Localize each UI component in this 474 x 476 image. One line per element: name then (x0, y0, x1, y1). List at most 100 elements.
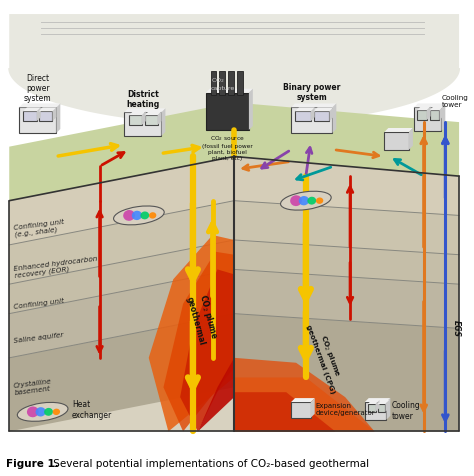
Polygon shape (234, 358, 374, 431)
Ellipse shape (316, 198, 323, 204)
Bar (414, 108, 441, 131)
Text: Binary power
system: Binary power system (283, 83, 340, 102)
Polygon shape (180, 269, 234, 431)
Polygon shape (19, 103, 60, 108)
Text: Crystalline
basement: Crystalline basement (13, 378, 53, 396)
Bar (219, 71, 225, 95)
Ellipse shape (149, 212, 156, 218)
Polygon shape (37, 108, 41, 121)
Polygon shape (23, 108, 41, 111)
Ellipse shape (18, 402, 68, 421)
Polygon shape (39, 108, 56, 111)
Text: Expansion
device/generator: Expansion device/generator (316, 403, 375, 416)
Bar (314, 111, 329, 121)
Text: CO$_2$ plume
geothermal: CO$_2$ plume geothermal (185, 291, 221, 346)
Ellipse shape (36, 407, 46, 416)
Polygon shape (234, 377, 374, 431)
Bar (378, 404, 385, 412)
Polygon shape (409, 128, 413, 149)
Ellipse shape (290, 195, 302, 206)
Bar (291, 108, 332, 133)
Polygon shape (9, 314, 234, 431)
Bar (291, 402, 311, 418)
Polygon shape (291, 398, 315, 402)
Polygon shape (417, 107, 430, 110)
Bar (23, 111, 37, 121)
Bar (145, 115, 157, 125)
Polygon shape (314, 108, 333, 111)
Text: Direct
power
system: Direct power system (24, 74, 52, 103)
Polygon shape (9, 269, 234, 358)
Bar (365, 402, 386, 420)
Bar (237, 71, 243, 95)
Polygon shape (441, 103, 446, 131)
Polygon shape (234, 314, 459, 431)
Polygon shape (164, 252, 234, 431)
Polygon shape (332, 103, 337, 133)
Polygon shape (124, 109, 165, 112)
Polygon shape (375, 400, 380, 412)
Polygon shape (56, 103, 60, 133)
Text: Figure 1.: Figure 1. (6, 459, 59, 469)
Ellipse shape (307, 197, 316, 205)
Polygon shape (414, 103, 446, 108)
Bar (206, 93, 249, 130)
Text: Enhanced hydrocarbon
recovery (EOR): Enhanced hydrocarbon recovery (EOR) (13, 256, 99, 279)
Polygon shape (439, 107, 443, 120)
Polygon shape (234, 240, 459, 284)
Ellipse shape (299, 196, 309, 205)
Polygon shape (9, 240, 234, 314)
Polygon shape (234, 157, 459, 431)
Polygon shape (329, 108, 333, 121)
Polygon shape (311, 398, 315, 418)
Polygon shape (291, 103, 337, 108)
Polygon shape (234, 269, 459, 328)
Polygon shape (9, 157, 234, 245)
Bar (19, 108, 56, 133)
Bar (129, 115, 142, 125)
Polygon shape (145, 111, 162, 115)
Text: Heat
exchanger: Heat exchanger (72, 400, 112, 419)
Polygon shape (157, 111, 162, 125)
Polygon shape (9, 102, 459, 201)
Bar (124, 112, 162, 136)
Ellipse shape (123, 210, 135, 221)
Polygon shape (129, 111, 146, 115)
Text: CO$_2$ source
(fossil fuel power
plant, biofuel
plant, etc): CO$_2$ source (fossil fuel power plant, … (202, 134, 253, 161)
Polygon shape (234, 201, 459, 255)
Bar (429, 110, 439, 120)
Polygon shape (234, 157, 459, 216)
Polygon shape (162, 109, 165, 136)
Text: EGS: EGS (452, 320, 461, 337)
Polygon shape (378, 400, 389, 404)
Ellipse shape (44, 408, 53, 416)
Polygon shape (368, 400, 380, 404)
Polygon shape (53, 108, 56, 121)
Text: Confining unit: Confining unit (13, 298, 64, 310)
Polygon shape (386, 398, 390, 420)
Bar (368, 404, 375, 412)
Text: CO$_2$
capture: CO$_2$ capture (210, 76, 235, 90)
Ellipse shape (132, 211, 142, 220)
Ellipse shape (53, 408, 60, 415)
Polygon shape (295, 108, 315, 111)
Polygon shape (198, 358, 234, 431)
Text: Several potential implementations of CO₂-based geothermal: Several potential implementations of CO₂… (51, 459, 370, 469)
Text: Cooling
tower: Cooling tower (392, 401, 420, 421)
Polygon shape (9, 201, 234, 284)
Polygon shape (365, 398, 390, 402)
Polygon shape (429, 107, 443, 110)
Bar (295, 111, 311, 121)
Ellipse shape (140, 211, 149, 219)
Polygon shape (427, 107, 430, 120)
Polygon shape (234, 392, 335, 431)
Polygon shape (311, 108, 315, 121)
Polygon shape (206, 89, 253, 93)
Text: CO$_2$ plume
geothermal (CPG): CO$_2$ plume geothermal (CPG) (305, 320, 346, 395)
Polygon shape (385, 400, 389, 412)
Polygon shape (9, 157, 234, 431)
Bar (417, 110, 427, 120)
Bar (210, 71, 217, 95)
Polygon shape (149, 235, 234, 431)
Polygon shape (249, 89, 253, 130)
